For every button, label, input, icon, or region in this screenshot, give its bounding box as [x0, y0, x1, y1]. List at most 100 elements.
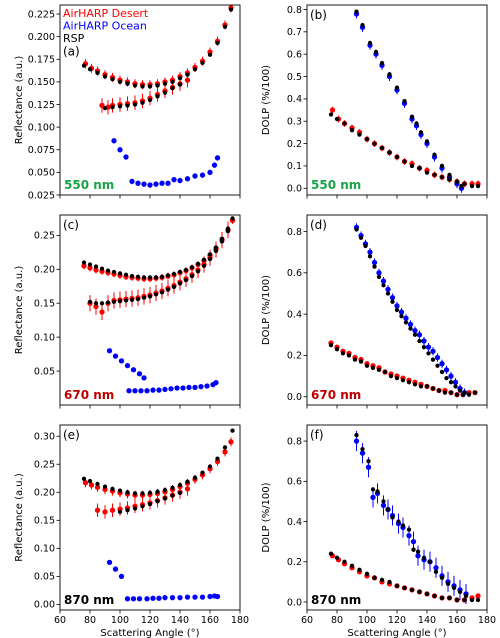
data-point	[81, 63, 87, 68]
data-point	[390, 299, 395, 304]
data-point	[354, 227, 359, 232]
data-point	[185, 72, 190, 77]
data-point	[375, 489, 380, 494]
y-tick-label: 0.025	[28, 190, 55, 201]
wavelength-label: 870 nm	[64, 593, 114, 607]
data-point	[342, 559, 347, 564]
data-point	[400, 523, 406, 528]
data-point	[424, 139, 430, 144]
data-point	[192, 384, 198, 391]
data-point	[185, 479, 190, 484]
data-point	[189, 265, 195, 270]
data-point	[117, 147, 123, 153]
panel-label: (d)	[310, 218, 327, 232]
data-point	[381, 283, 386, 288]
data-point	[463, 593, 469, 599]
data-point	[424, 170, 430, 175]
data-point	[372, 141, 377, 146]
data-point	[448, 390, 454, 395]
data-point	[385, 291, 391, 296]
data-point	[228, 7, 234, 12]
data-point	[432, 152, 437, 157]
data-point	[415, 549, 421, 554]
data-point	[165, 180, 171, 186]
y-tick-label: 0.8	[287, 436, 302, 447]
data-point	[153, 181, 159, 187]
data-point	[469, 597, 475, 603]
data-point	[417, 589, 422, 595]
data-point	[340, 351, 346, 356]
data-point	[162, 81, 168, 86]
data-point	[372, 264, 377, 269]
data-point	[354, 9, 359, 14]
y-tick-label: 0.1	[287, 161, 302, 172]
wavelength-label: 550 nm	[311, 178, 361, 192]
y-tick-label: 0.10	[34, 332, 55, 343]
series-rsp	[87, 229, 231, 306]
data-point	[207, 464, 213, 469]
data-point	[358, 359, 364, 364]
data-point	[117, 104, 123, 109]
y-tick-label: 0.175	[28, 55, 55, 66]
chart-panel-3: 0.05 0.10 0.15 0.20 0.25 Reflectance (a.u.) (c…	[14, 214, 241, 409]
data-point	[136, 596, 143, 602]
data-point	[371, 259, 378, 266]
data-point	[433, 569, 439, 574]
data-point	[406, 527, 412, 532]
data-point	[432, 172, 437, 178]
series-group	[81, 216, 236, 394]
x-tick-label: 140	[171, 615, 189, 626]
data-point	[102, 484, 108, 489]
data-point	[171, 284, 177, 290]
y-tick-label: 0.2	[287, 557, 302, 568]
data-point	[184, 594, 191, 600]
data-point	[192, 475, 198, 480]
data-point	[207, 252, 213, 257]
data-point	[352, 357, 358, 362]
data-point	[135, 274, 141, 279]
data-point	[162, 487, 168, 493]
data-point	[394, 583, 400, 589]
data-point	[147, 182, 153, 188]
data-point	[177, 595, 183, 601]
data-point	[215, 40, 220, 46]
data-point	[457, 388, 463, 393]
data-point	[457, 589, 463, 595]
data-point	[125, 490, 130, 495]
y-tick-label: 0.125	[28, 100, 55, 111]
series-rsp	[354, 432, 469, 599]
x-tick-label: 180	[231, 615, 249, 626]
data-point	[403, 320, 409, 325]
data-point	[184, 176, 191, 182]
data-point	[360, 446, 365, 452]
data-point	[447, 177, 452, 182]
data-point	[364, 363, 370, 368]
data-point	[354, 432, 359, 438]
data-point	[102, 74, 108, 79]
data-point	[472, 390, 478, 395]
data-point	[106, 348, 113, 354]
data-point	[140, 504, 145, 509]
data-point	[214, 155, 221, 161]
y-tick-label: 0.00	[34, 600, 55, 611]
data-point	[214, 593, 221, 600]
y-tick-label: 0.15	[34, 299, 55, 310]
data-point	[410, 538, 417, 545]
y-tick-label: 0.6	[287, 268, 302, 279]
data-point	[329, 107, 336, 113]
data-point	[439, 361, 445, 367]
panel-label: (f)	[310, 428, 324, 442]
data-point	[364, 136, 370, 142]
y-tick-label: 0.5	[287, 72, 302, 83]
data-point	[366, 459, 371, 464]
data-point	[155, 499, 160, 504]
series-rsp	[81, 7, 234, 89]
series-airharp-desert	[329, 106, 481, 188]
data-point	[402, 98, 407, 104]
data-point	[81, 476, 87, 481]
data-point	[228, 439, 234, 445]
data-point	[140, 84, 145, 89]
x-tick-label: 100	[358, 615, 376, 626]
data-point	[111, 138, 117, 144]
chart-panel-1: 0.025 0.050 0.075 0.100 0.125 0.150 0.175 0.200…	[14, 4, 241, 201]
